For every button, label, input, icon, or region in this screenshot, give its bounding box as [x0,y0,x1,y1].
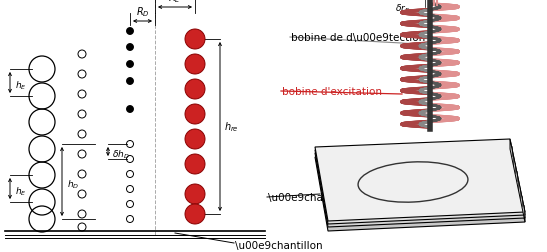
Polygon shape [315,139,525,221]
Text: $R_D$: $R_D$ [136,5,149,19]
Circle shape [126,106,133,113]
Text: $\delta h_D$: $\delta h_D$ [112,148,130,160]
Circle shape [185,105,205,124]
Polygon shape [510,139,525,222]
Circle shape [185,130,205,149]
Text: bobine de d\u00e9tection: bobine de d\u00e9tection [291,33,425,43]
Text: $h_E$: $h_E$ [15,184,27,197]
Text: \u00e9chantillon: \u00e9chantillon [235,240,323,250]
Text: $\delta r_E$: $\delta r_E$ [395,2,410,14]
Circle shape [185,184,205,204]
Circle shape [126,78,133,85]
Polygon shape [315,145,525,227]
Text: $R_E$: $R_E$ [168,0,182,5]
Circle shape [185,204,205,224]
Circle shape [185,80,205,100]
Circle shape [185,30,205,50]
Text: $h_E$: $h_E$ [15,79,27,91]
Circle shape [185,154,205,174]
Circle shape [126,28,133,35]
Text: bobine d'excitation: bobine d'excitation [282,87,382,97]
Circle shape [126,44,133,51]
Text: \u00e9chantillon: \u00e9chantillon [268,192,356,202]
Circle shape [185,55,205,75]
Polygon shape [315,142,525,224]
Text: $h_D$: $h_D$ [67,178,79,190]
Circle shape [126,61,133,68]
Text: $h_{re}$: $h_{re}$ [224,120,239,134]
Polygon shape [315,149,525,231]
